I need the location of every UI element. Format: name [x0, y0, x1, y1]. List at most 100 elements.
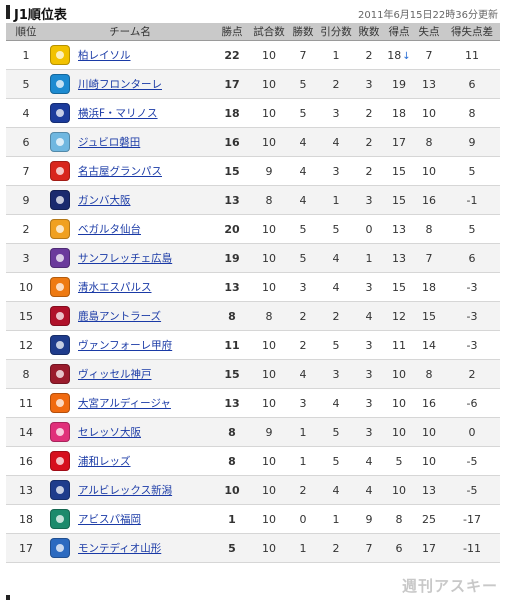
- cell-points-value: 8: [228, 425, 236, 439]
- cell-goal-difference-value: -5: [466, 454, 478, 468]
- cell-won-value: 1: [299, 454, 307, 468]
- team-link[interactable]: 浦和レッズ: [78, 455, 131, 468]
- cell-goals-against-value: 14: [422, 338, 436, 352]
- cell-rank: 2: [6, 214, 46, 244]
- cell-team: モンテディオ山形: [46, 533, 214, 563]
- team-link[interactable]: ジュビロ磐田: [78, 136, 141, 149]
- team-link[interactable]: ヴィッセル神戸: [78, 368, 152, 381]
- cell-goals-for-value: 15: [392, 164, 406, 178]
- team-link[interactable]: ガンバ大阪: [78, 194, 131, 207]
- cell-won: 2: [288, 330, 318, 360]
- table-row: 4 横浜F・マリノス 18 10 5 3 2 18 10 8: [6, 98, 500, 128]
- team-link[interactable]: 横浜F・マリノス: [78, 107, 158, 120]
- cell-points: 1: [214, 504, 250, 534]
- cell-lost: 3: [354, 272, 384, 302]
- cell-lost-value: 9: [365, 512, 373, 526]
- cell-goals-for: 13: [384, 214, 414, 244]
- table-row: 8 ヴィッセル神戸 15 10 4 3 3 10 8 2: [6, 359, 500, 389]
- team-link[interactable]: 清水エスパルス: [78, 281, 152, 294]
- cell-played-value: 10: [262, 512, 276, 526]
- cell-rank-value: 9: [22, 193, 30, 207]
- cell-points: 13: [214, 272, 250, 302]
- cell-drawn: 5: [318, 417, 354, 447]
- cell-goal-difference-value: -5: [466, 483, 478, 497]
- cell-rank: 18: [6, 504, 46, 534]
- cell-played: 10: [250, 359, 288, 389]
- cell-goals-for: 18: [384, 98, 414, 128]
- cell-goals-for: 10: [384, 417, 414, 447]
- team-link[interactable]: アルビレックス新潟: [78, 484, 173, 497]
- cell-played: 9: [250, 417, 288, 447]
- cell-won: 2: [288, 475, 318, 505]
- cell-goals-against: 10: [414, 156, 444, 186]
- cell-goal-difference-value: -3: [466, 280, 478, 294]
- cell-points: 10: [214, 475, 250, 505]
- title-bar: J1順位表 2011年6月15日22時36分更新: [6, 3, 500, 23]
- cell-played: 10: [250, 446, 288, 476]
- cell-goals-for: 17: [384, 127, 414, 157]
- cell-goals-against-value: 10: [422, 106, 436, 120]
- team-link[interactable]: アビスパ福岡: [78, 513, 141, 526]
- cell-points-value: 15: [224, 164, 240, 178]
- team-crest-icon: [50, 103, 70, 123]
- cell-goal-difference: -6: [444, 388, 500, 418]
- cell-goals-for-value: 12: [392, 309, 406, 323]
- team-link[interactable]: ヴァンフォーレ甲府: [78, 339, 173, 352]
- team-link[interactable]: サンフレッチェ広島: [78, 252, 173, 265]
- cell-goals-for: 8: [384, 504, 414, 534]
- cell-team: ガンバ大阪: [46, 185, 214, 215]
- cell-played-value: 8: [265, 309, 273, 323]
- cell-drawn-value: 4: [332, 280, 340, 294]
- cell-points-value: 16: [224, 135, 240, 149]
- cell-rank: 6: [6, 127, 46, 157]
- cell-goals-for-value: 10: [392, 396, 406, 410]
- table-body: 1 柏レイソル 22 10 7 1 2 18↓ 7 11 5 川崎フロンターレ 17 10 5 2 3 19 13 6…: [6, 40, 500, 563]
- cell-rank-value: 18: [19, 512, 33, 526]
- cell-goals-against-value: 16: [422, 193, 436, 207]
- cell-rank: 12: [6, 330, 46, 360]
- team-link[interactable]: セレッソ大阪: [78, 426, 141, 439]
- cell-played: 8: [250, 185, 288, 215]
- cell-goals-for-value: 5: [395, 454, 403, 468]
- cell-drawn-value: 4: [332, 396, 340, 410]
- team-link[interactable]: ベガルタ仙台: [78, 223, 141, 236]
- team-link[interactable]: 柏レイソル: [78, 49, 131, 62]
- cell-played: 10: [250, 504, 288, 534]
- cell-points: 8: [214, 446, 250, 476]
- cell-points-value: 13: [224, 193, 240, 207]
- cell-lost: 3: [354, 417, 384, 447]
- cell-played: 10: [250, 243, 288, 273]
- cell-goal-difference: -5: [444, 446, 500, 476]
- cell-rank-value: 5: [22, 77, 30, 91]
- cell-played: 10: [250, 330, 288, 360]
- cell-won: 4: [288, 185, 318, 215]
- team-link[interactable]: 鹿島アントラーズ: [78, 310, 162, 323]
- team-link[interactable]: 大宮アルディージャ: [78, 397, 171, 410]
- cell-lost-value: 3: [365, 280, 373, 294]
- cell-lost: 2: [354, 40, 384, 70]
- header-lost: 敗数: [354, 23, 384, 41]
- cell-drawn-value: 2: [332, 77, 340, 91]
- cell-goals-for: 5: [384, 446, 414, 476]
- cell-goal-difference: 9: [444, 127, 500, 157]
- cell-goals-for-value: 8: [395, 512, 403, 526]
- team-link[interactable]: 川崎フロンターレ: [78, 78, 162, 91]
- cell-goals-against-value: 8: [425, 222, 433, 236]
- cell-rank-value: 11: [19, 396, 33, 410]
- cell-lost-value: 1: [365, 251, 373, 265]
- cell-rank-value: 10: [19, 280, 33, 294]
- team-link[interactable]: 名古屋グランパス: [78, 165, 162, 178]
- cell-goal-difference-value: 0: [468, 425, 476, 439]
- cell-played-value: 10: [262, 106, 276, 120]
- cell-rank-value: 4: [22, 106, 30, 120]
- table-row: 18 アビスパ福岡 1 10 0 1 9 8 25 -17: [6, 504, 500, 534]
- cell-won: 4: [288, 359, 318, 389]
- page-title: J1順位表: [14, 8, 67, 23]
- cell-drawn: 4: [318, 388, 354, 418]
- team-crest-icon: [50, 451, 70, 471]
- cell-drawn-value: 5: [332, 338, 340, 352]
- cell-drawn: 4: [318, 475, 354, 505]
- cell-lost-value: 2: [365, 48, 373, 62]
- team-link[interactable]: モンテディオ山形: [78, 542, 162, 555]
